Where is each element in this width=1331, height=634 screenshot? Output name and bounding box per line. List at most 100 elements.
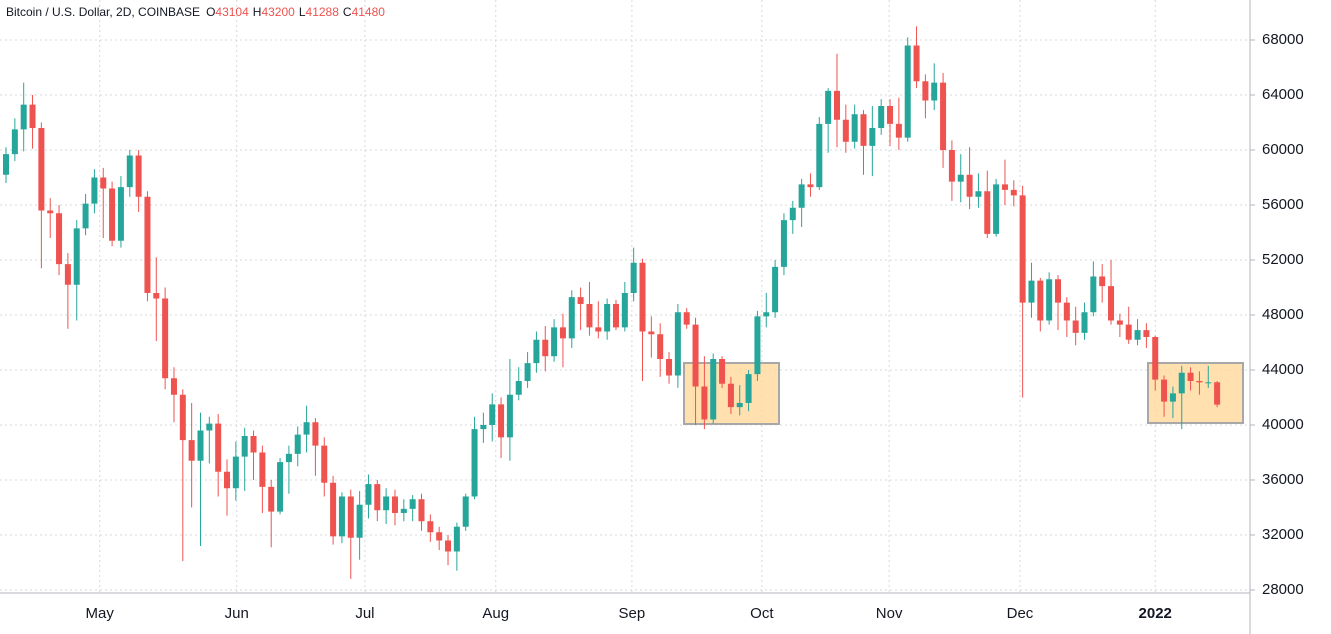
ohlc-value: 41288 xyxy=(306,5,340,19)
candle-body xyxy=(674,312,681,376)
candle-body xyxy=(913,45,920,82)
x-tick-label: Nov xyxy=(876,605,903,622)
candle-body xyxy=(1205,382,1212,384)
candle-body xyxy=(604,303,611,332)
candle-body xyxy=(524,363,531,381)
candle-body xyxy=(736,402,743,408)
candle-body xyxy=(356,504,363,538)
x-tick-label: Jul xyxy=(355,605,374,622)
candle-body xyxy=(772,266,779,313)
candle-body xyxy=(1125,324,1132,340)
candle-body xyxy=(1161,379,1168,402)
candle-body xyxy=(374,484,381,511)
ohlc-key: L xyxy=(299,5,306,19)
candle-body xyxy=(657,334,664,359)
candle-body xyxy=(268,486,275,512)
candle-body xyxy=(29,104,36,129)
candle-body xyxy=(480,424,487,430)
chart-title: Bitcoin / U.S. Dollar, 2D, COINBASE xyxy=(6,5,200,19)
candle-body xyxy=(1037,280,1044,321)
candle-body xyxy=(1063,302,1070,321)
candle-body xyxy=(109,188,116,241)
candle-body xyxy=(197,430,204,461)
y-tick-label: 40000 xyxy=(1262,416,1304,433)
candle-body xyxy=(533,339,540,364)
candle-body xyxy=(1143,330,1150,337)
candle-body xyxy=(1134,330,1141,340)
candle-body xyxy=(692,324,699,387)
y-tick-label: 48000 xyxy=(1262,306,1304,323)
candle-body xyxy=(1178,372,1185,394)
candle-body xyxy=(321,445,328,483)
candle-body xyxy=(418,499,425,522)
candle-body xyxy=(683,312,690,325)
candle-body xyxy=(975,191,982,197)
candle-body xyxy=(285,453,292,463)
candle-body xyxy=(1001,184,1008,190)
candle-body xyxy=(816,123,823,188)
candle-body xyxy=(215,423,222,472)
candle-body xyxy=(489,404,496,425)
x-tick-label: Aug xyxy=(482,605,509,622)
candle-body xyxy=(11,129,18,155)
candle-body xyxy=(542,339,549,357)
candle-body xyxy=(1108,286,1115,321)
candle-body xyxy=(1116,320,1123,325)
candle-body xyxy=(1054,279,1061,303)
candle-body xyxy=(666,358,673,376)
candle-body xyxy=(568,297,575,339)
candle-body xyxy=(241,435,248,457)
x-tick-label: 2022 xyxy=(1139,605,1172,622)
candle-body xyxy=(515,380,522,395)
ohlc-value: 41480 xyxy=(352,5,386,19)
candle-body xyxy=(347,496,354,538)
candle-body xyxy=(277,462,284,512)
candle-body xyxy=(47,210,54,214)
ohlc-readout: O43104 H43200 L41288 C41480 xyxy=(206,5,385,19)
candle-body xyxy=(179,394,186,441)
ohlc-key: C xyxy=(343,5,352,19)
y-tick-label: 56000 xyxy=(1262,196,1304,213)
ohlc-value: 43200 xyxy=(261,5,295,19)
candle-body xyxy=(391,496,398,513)
y-tick-label: 44000 xyxy=(1262,361,1304,378)
candle-body xyxy=(3,154,10,175)
candle-body xyxy=(303,422,310,435)
candle-body xyxy=(462,496,469,527)
candle-body xyxy=(1072,320,1079,333)
y-tick-label: 28000 xyxy=(1262,581,1304,598)
candle-body xyxy=(860,114,867,146)
candle-body xyxy=(710,358,717,420)
candle-body xyxy=(20,104,27,130)
x-tick-label: May xyxy=(86,605,115,622)
candle-body xyxy=(445,540,452,552)
candle-body xyxy=(400,508,407,513)
candle-body xyxy=(931,82,938,101)
candle-body xyxy=(1152,336,1159,380)
candle-body xyxy=(365,484,372,505)
candle-body xyxy=(100,177,107,189)
candle-body xyxy=(294,434,301,454)
x-tick-label: Oct xyxy=(750,605,774,622)
candle-body xyxy=(1169,393,1176,402)
candle-body xyxy=(117,187,124,241)
candle-body xyxy=(993,184,1000,234)
candle-body xyxy=(869,128,876,146)
candle-body xyxy=(789,207,796,221)
candle-body xyxy=(1028,280,1035,303)
candle-body xyxy=(126,155,133,188)
candle-body xyxy=(91,177,98,204)
y-tick-label: 52000 xyxy=(1262,251,1304,268)
y-tick-label: 36000 xyxy=(1262,471,1304,488)
ohlc-key: O xyxy=(206,5,215,19)
candle-body xyxy=(206,423,213,431)
candle-body xyxy=(427,521,434,533)
candle-body xyxy=(940,82,947,151)
candle-body xyxy=(1010,189,1017,196)
candle-body xyxy=(763,312,770,317)
candle-body xyxy=(807,184,814,188)
candle-body xyxy=(1081,312,1088,333)
y-tick-label: 64000 xyxy=(1262,86,1304,103)
candle-body xyxy=(798,184,805,208)
